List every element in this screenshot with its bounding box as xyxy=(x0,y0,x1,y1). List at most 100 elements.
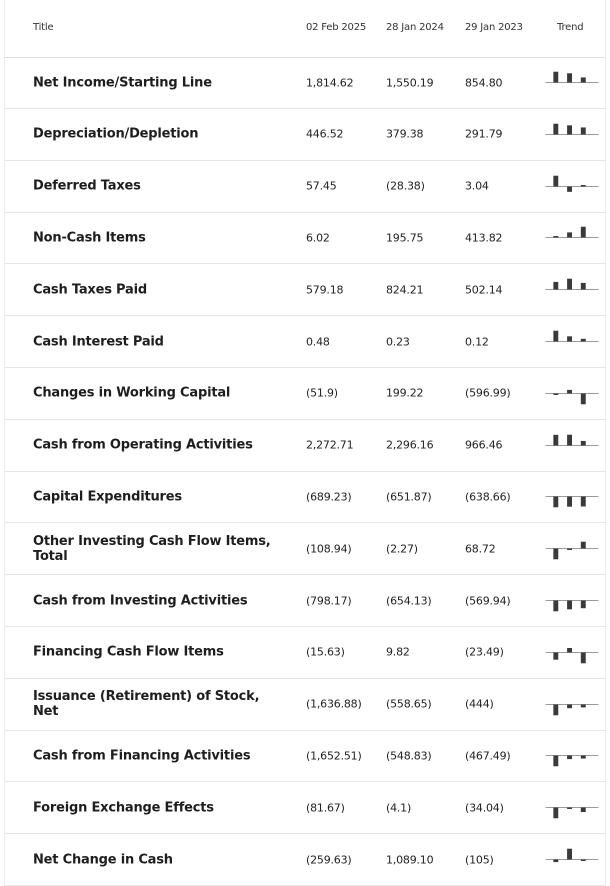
row-value-2023: 502.14 xyxy=(465,283,503,297)
table-row[interactable]: Foreign Exchange Effects (81.67) (4.1) (34.… xyxy=(5,782,605,835)
row-value-2023: (34.04) xyxy=(465,801,504,815)
row-value-2025: 446.52 xyxy=(306,127,344,141)
row-value-2024: 195.75 xyxy=(386,231,424,245)
row-value-2024: (2.27) xyxy=(386,542,418,556)
row-label: Deferred Taxes xyxy=(33,178,141,194)
row-value-2025: (81.67) xyxy=(306,801,345,815)
trend-bar xyxy=(567,336,572,342)
trend-bar xyxy=(580,440,586,446)
table-row[interactable]: Changes in Working Capital (51.9) 199.22 (5… xyxy=(5,368,605,420)
row-label: Cash Interest Paid xyxy=(33,334,164,349)
trend-sparkbar xyxy=(545,434,599,446)
table-row[interactable]: Other Investing Cash Flow Items, Total (1… xyxy=(5,523,605,576)
trend-bar xyxy=(567,186,572,192)
trend-bar xyxy=(567,125,572,135)
row-label: Other Investing Cash Flow Items, Total xyxy=(33,533,271,564)
row-value-2023: 413.82 xyxy=(465,231,503,245)
row-value-2024: 2,296.16 xyxy=(386,438,434,452)
trend-sparkbar xyxy=(545,600,599,612)
trend-sparkbar xyxy=(545,123,599,135)
table-row[interactable]: Deferred Taxes 57.45 (28.38) 3.04 xyxy=(5,161,605,213)
row-value-2024: 824.21 xyxy=(386,283,424,297)
trend-sparkbar xyxy=(545,389,599,405)
trend-bar xyxy=(553,807,559,819)
trend-sparkbar xyxy=(545,71,599,83)
header-col-2024[interactable]: 28 Jan 2024 xyxy=(386,22,444,33)
table-row[interactable]: Cash Interest Paid 0.48 0.23 0.12 xyxy=(5,316,605,368)
trend-bar xyxy=(580,600,586,609)
trend-bar xyxy=(567,755,572,760)
row-value-2023: (596.99) xyxy=(465,386,511,400)
table-row[interactable]: Net Change in Cash (259.63) 1,089.10 (105) xyxy=(5,834,605,886)
trend-bar xyxy=(567,278,572,290)
trend-bar xyxy=(580,393,586,405)
row-value-2025: (15.63) xyxy=(306,645,345,659)
trend-bar xyxy=(580,338,586,342)
row-value-2025: (798.17) xyxy=(306,594,352,607)
row-label: Net Change in Cash xyxy=(33,852,173,867)
row-value-2023: 68.72 xyxy=(465,542,496,556)
trend-sparkbar xyxy=(545,848,599,863)
trend-bar xyxy=(553,755,559,767)
row-value-2024: 0.23 xyxy=(386,335,410,348)
table-row[interactable]: Non-Cash Items 6.02 195.75 413.82 xyxy=(5,212,605,265)
trend-bar xyxy=(567,647,572,653)
row-value-2024: (548.83) xyxy=(386,749,432,763)
row-value-2024: 1,089.10 xyxy=(386,853,434,866)
trend-sparkbar xyxy=(545,541,599,560)
header-col-2025[interactable]: 02 Feb 2025 xyxy=(306,22,367,33)
trend-sparkbar xyxy=(545,496,599,508)
row-label: Changes in Working Capital xyxy=(33,385,231,401)
table-row[interactable]: Cash from Investing Activities (798.17) (6… xyxy=(5,575,605,627)
table-row[interactable]: Capital Expenditures (689.23) (651.87) (638… xyxy=(5,471,605,524)
trend-bar xyxy=(580,184,586,187)
trend-sparkbar xyxy=(545,278,599,291)
trend-bar xyxy=(567,704,572,708)
trend-bar xyxy=(580,283,586,290)
trend-sparkbar xyxy=(545,647,599,664)
trend-bar xyxy=(567,548,572,551)
table-row[interactable]: Cash Taxes Paid 579.18 824.21 502.14 xyxy=(5,264,605,317)
cash-flow-table: Title 02 Feb 2025 28 Jan 2024 29 Jan 202… xyxy=(4,0,606,886)
row-value-2025: 0.48 xyxy=(306,335,330,348)
row-value-2025: 2,272.71 xyxy=(306,438,354,452)
trend-bar xyxy=(580,496,586,507)
row-value-2024: (654.13) xyxy=(386,594,432,607)
trend-bar xyxy=(580,807,586,813)
trend-bar xyxy=(553,548,559,560)
row-value-2025: (1,652.51) xyxy=(306,749,362,763)
table-row[interactable]: Financing Cash Flow Items (15.63) 9.82 (23.… xyxy=(5,627,605,679)
trend-sparkbar xyxy=(545,755,599,767)
table-row[interactable]: Issuance (Retirement) of Stock, Net (1,63… xyxy=(5,679,605,731)
trend-bar xyxy=(553,330,559,342)
table-row[interactable]: Cash from Operating Activities 2,272.71 2,… xyxy=(5,420,605,472)
row-value-2024: 379.38 xyxy=(386,127,424,141)
table-row[interactable]: Depreciation/Depletion 446.52 379.38 291.79 xyxy=(5,109,605,161)
row-value-2023: 854.80 xyxy=(465,76,503,89)
row-value-2024: 199.22 xyxy=(386,386,424,400)
row-value-2025: 57.45 xyxy=(306,179,337,193)
trend-sparkbar xyxy=(545,175,599,192)
table-row[interactable]: Net Income/Starting Line 1,814.62 1,550.19… xyxy=(5,57,605,109)
row-value-2024: (558.65) xyxy=(386,697,432,711)
trend-bar xyxy=(580,227,586,238)
trend-bar xyxy=(567,434,572,446)
trend-bar xyxy=(567,848,572,860)
trend-bar xyxy=(553,600,559,612)
trend-bar xyxy=(580,859,586,861)
row-value-2025: (689.23) xyxy=(306,490,352,504)
trend-sparkbar xyxy=(545,330,599,342)
row-value-2024: (651.87) xyxy=(386,490,432,504)
table-row[interactable]: Cash from Financing Activities (1,652.51)… xyxy=(5,730,605,783)
row-value-2025: (51.9) xyxy=(306,386,338,400)
trend-sparkbar xyxy=(545,227,599,239)
header-col-2023[interactable]: 29 Jan 2023 xyxy=(465,22,523,33)
row-value-2024: (4.1) xyxy=(386,801,412,815)
row-label: Net Income/Starting Line xyxy=(33,75,212,90)
trend-bar xyxy=(580,704,586,708)
row-label: Cash Taxes Paid xyxy=(33,282,147,298)
trend-bar xyxy=(553,71,559,83)
row-label: Cash from Investing Activities xyxy=(33,593,248,608)
trend-bar xyxy=(567,389,572,394)
row-label: Cash from Operating Activities xyxy=(33,437,253,453)
